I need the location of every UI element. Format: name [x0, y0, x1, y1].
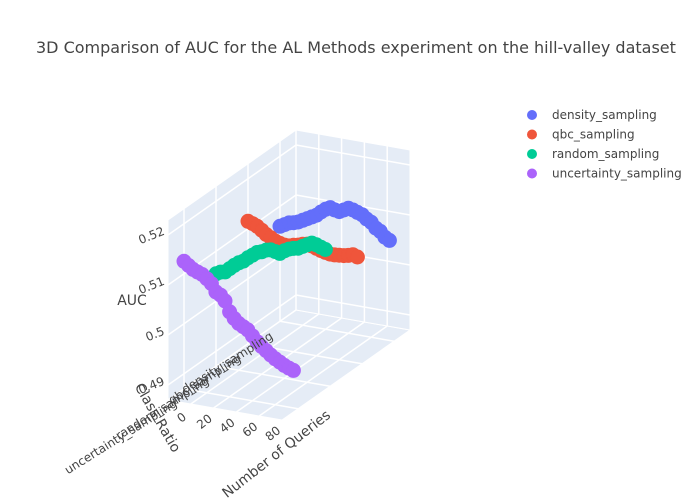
grid-z-wall2: [167, 244, 297, 336]
z-tick-label: 0.52: [136, 224, 166, 247]
3d-scene[interactable]: 0 20 40 60 80density_samplingqbc_samplingran…: [62, 129, 412, 500]
grid-y-floor: [215, 365, 331, 387]
legend-label-qbc_sampling: qbc_sampling: [552, 128, 635, 142]
grid-y-floor: [183, 388, 299, 410]
grid-y-floor: [279, 320, 395, 342]
grid-z-wall1: [295, 144, 411, 166]
legend-label-density_sampling: density_sampling: [552, 108, 657, 122]
legend: density_sampling qbc_sampling random_sampl…: [527, 108, 682, 181]
grid-x-floor: [235, 321, 365, 413]
x-tick-label: 60: [240, 419, 261, 439]
grid-z-wall2: [167, 144, 297, 236]
grid-x-floor: [258, 325, 388, 417]
marker-density_sampling: [381, 232, 397, 248]
marker-uncertainty_sampling: [285, 362, 301, 378]
x-tick-label: 40: [217, 415, 238, 435]
legend-marker-density_sampling: [527, 110, 537, 120]
marker-random_sampling: [317, 242, 333, 257]
legend-marker-random_sampling: [527, 149, 537, 159]
x-tick-label: 0: [174, 410, 189, 426]
grid-z-wall1: [295, 294, 411, 316]
legend-label-random_sampling: random_sampling: [552, 147, 659, 161]
legend-marker-qbc_sampling: [527, 129, 537, 140]
z-tick-label: 0.5: [143, 324, 166, 344]
back-wall-queries: [295, 129, 411, 331]
legend-marker-uncertainty_sampling: [527, 168, 537, 179]
chart-title: 3D Comparison of AUC for the AL Methods …: [36, 38, 676, 57]
grid-x-floor: [167, 309, 297, 401]
marker-qbc_sampling: [349, 249, 365, 265]
x-axis-title: Number of Queries: [219, 407, 333, 500]
x-tick-label: 20: [194, 411, 215, 431]
grid-z-wall2: [167, 294, 297, 386]
grid-x-floor: [190, 313, 320, 405]
legend-label-uncertainty_sampling: uncertainty_sampling: [552, 167, 682, 181]
z-axis-title: AUC: [117, 293, 147, 309]
